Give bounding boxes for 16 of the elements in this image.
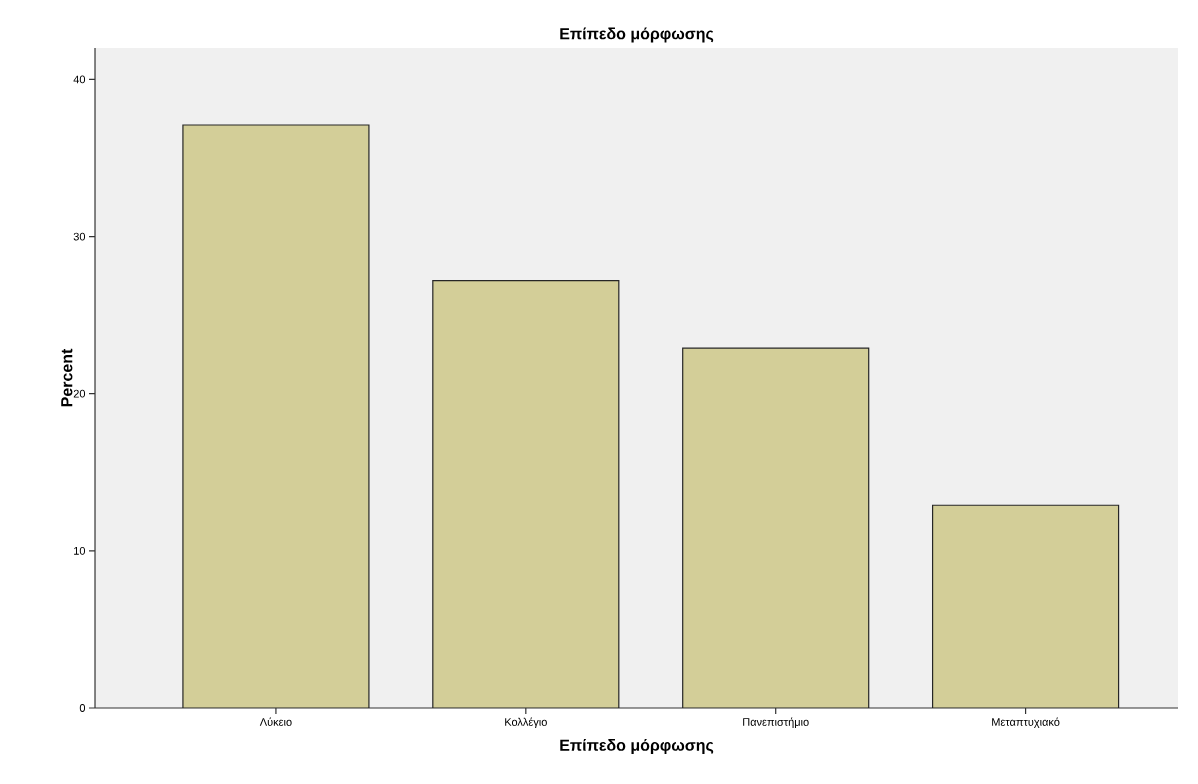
y-tick-label: 30 <box>73 232 86 241</box>
chart-title: Επίπεδο μόρφωσης <box>560 27 714 43</box>
y-tick-label: 40 <box>73 75 86 84</box>
y-tick-label: 0 <box>79 704 86 712</box>
x-axis-title: Επίπεδο μόρφωσης <box>560 738 714 755</box>
x-tick-label: Μεταπτυχιακό <box>992 717 1060 729</box>
x-tick-label: Πανεπιστήμιο <box>743 717 809 729</box>
bar <box>931 504 1120 708</box>
y-axis-title: Percent <box>61 348 73 407</box>
bar <box>182 124 370 708</box>
y-tick-label: 10 <box>74 546 86 555</box>
x-tick-label: Λύκειο <box>259 717 292 726</box>
bar <box>432 279 620 708</box>
x-tick-label: Κολλέγιο <box>505 717 547 729</box>
bar <box>682 347 870 708</box>
y-tick-label: 20 <box>73 389 86 398</box>
